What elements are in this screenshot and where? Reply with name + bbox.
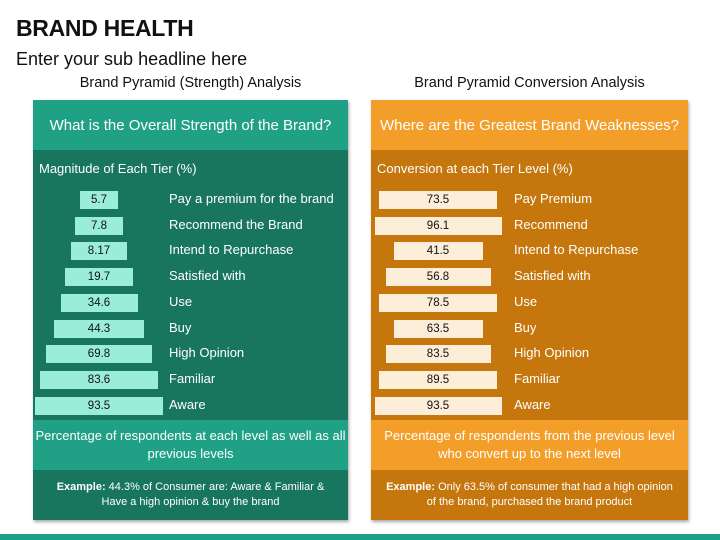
strength-panel: What is the Overall Strength of the Bran… (33, 100, 348, 520)
tier-label: Intend to Repurchase (514, 242, 639, 258)
tier-label: Use (169, 293, 193, 309)
strength-example: Example: 44.3% of Consumer are: Aware & … (33, 470, 348, 520)
tier-value-box: 93.5 (374, 396, 502, 415)
left-panel-title: Brand Pyramid (Strength) Analysis (79, 75, 302, 91)
page-subtitle: Enter your sub headline here (16, 49, 248, 69)
page-title: BRAND HEALTH (16, 15, 194, 41)
tier-label: Aware (514, 396, 551, 412)
tier-value-box: 83.5 (385, 345, 491, 364)
tier-label: Satisfied with (514, 268, 591, 284)
tier-label: Recommend (514, 216, 588, 232)
tier-label: Recommend the Brand (169, 216, 303, 232)
tier-label: Intend to Repurchase (169, 242, 294, 258)
tier-label: Aware (169, 396, 206, 412)
tier-value-box: 73.5 (379, 191, 497, 209)
tier-value-box: 41.5 (393, 242, 483, 261)
conversion-body: Conversion at each Tier Level (%) 73.5 Pa… (371, 150, 688, 420)
example-label: Example: (56, 481, 106, 493)
tier-label: Satisfied with (169, 268, 246, 284)
tier-label: High Opinion (514, 345, 590, 361)
tier-label: Use (514, 293, 538, 309)
strength-body: Magnitude of Each Tier (%) 5.7 Pay a prem… (33, 150, 348, 420)
tier-value-box: 44.3 (54, 319, 144, 338)
tier-value-box: 19.7 (65, 268, 133, 287)
conversion-footer: Percentage of respondents from the previ… (371, 420, 688, 470)
tier-value-box: 89.5 (379, 370, 497, 389)
tier-value-box: 8.17 (71, 242, 127, 261)
example-text: 44.3% of Consumer are: Aware & Familiar … (101, 481, 325, 508)
tier-label: Familiar (514, 370, 561, 386)
conversion-panel: Where are the Greatest Brand Weaknesses?… (371, 100, 688, 520)
tier-label: Pay Premium (514, 191, 593, 206)
tier-value-box: 56.8 (385, 268, 491, 287)
tier-value-box: 7.8 (75, 216, 123, 235)
example-label: Example: (386, 481, 436, 493)
tier-value-box: 5.7 (80, 191, 118, 209)
tier-label: Buy (514, 319, 537, 335)
tier-label: Pay a premium for the brand (169, 191, 334, 206)
conversion-example: Example: Only 63.5% of consumer that had… (371, 470, 688, 520)
tier-label: Buy (169, 319, 192, 335)
tier-value-box: 63.5 (393, 319, 483, 338)
tier-value-box: 83.6 (40, 370, 158, 389)
tier-label: Familiar (169, 370, 216, 386)
conversion-header: Where are the Greatest Brand Weaknesses? (371, 100, 688, 150)
strength-footer: Percentage of respondents at each level … (33, 420, 348, 470)
strength-metric-label: Magnitude of Each Tier (%) (39, 161, 197, 176)
strength-header: What is the Overall Strength of the Bran… (33, 100, 348, 150)
bottom-stripe (0, 534, 720, 540)
example-text: Only 63.5% of consumer that had a high o… (426, 481, 673, 508)
conversion-metric-label: Conversion at each Tier Level (%) (377, 161, 573, 176)
tier-value-box: 93.5 (35, 396, 163, 415)
tier-value-box: 78.5 (379, 293, 497, 312)
tier-value-box: 34.6 (60, 293, 138, 312)
tier-value-box: 69.8 (46, 345, 152, 364)
tier-value-box: 96.1 (374, 216, 502, 235)
tier-label: High Opinion (169, 345, 245, 361)
right-panel-title: Brand Pyramid Conversion Analysis (414, 75, 645, 91)
